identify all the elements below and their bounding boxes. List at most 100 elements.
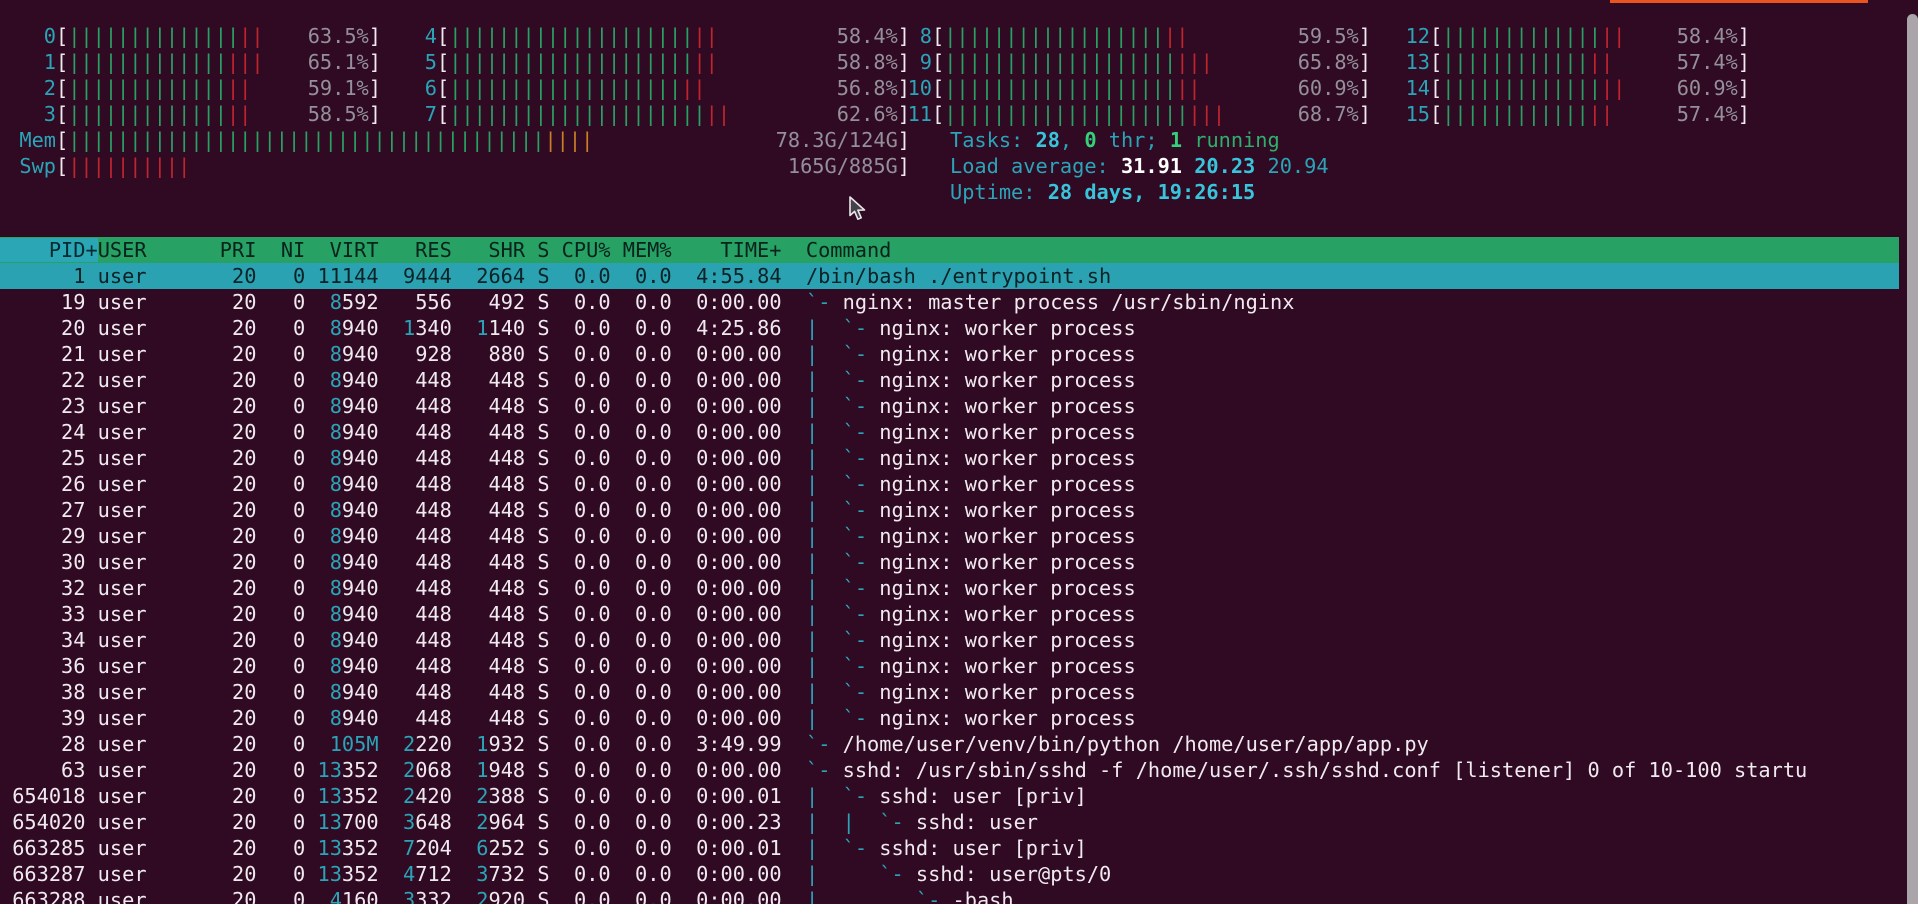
process-row-654020[interactable]: 654020 user 20 0 13700 3648 2964 S 0.0 0…: [0, 810, 1039, 834]
meter-value: 62.6%: [836, 102, 898, 126]
meter-label: 14: [1405, 76, 1430, 100]
cpu-meter-7: 7[||||||||||||||||||||||| 62.6%]: [397, 101, 910, 127]
meter-label: 5: [424, 50, 437, 74]
scrollbar[interactable]: [1907, 14, 1918, 904]
process-row-25[interactable]: 25 user 20 0 8940 448 448 S 0.0 0.0 0:00…: [0, 446, 1136, 470]
cpu-meter-4: 4[|||||||||||||||||||||| 58.4%]: [397, 23, 910, 49]
process-row-21[interactable]: 21 user 20 0 8940 928 880 S 0.0 0.0 0:00…: [0, 342, 1136, 366]
process-table-header[interactable]: PID+USER PRI NI VIRT RES SHR S CPU% MEM%…: [0, 237, 1899, 263]
cpu-meter-10: 10[||||||||||||||||||||| 60.9%]: [892, 75, 1371, 101]
meter-bar: ||||||||||: [68, 154, 191, 178]
meter-value: 58.4%: [1676, 24, 1738, 48]
meter-bar: |||||||||||||||: [68, 76, 252, 100]
meter-label: 15: [1405, 102, 1430, 126]
process-row-1[interactable]: 1 user 20 0 11144 9444 2664 S 0.0 0.0 4:…: [0, 263, 1899, 289]
meter-label: 6: [424, 76, 437, 100]
meter-bar: ||||||||||||||||||||||||||||||||||||||||…: [68, 128, 594, 152]
meter-bar: |||||||||||||||: [68, 102, 252, 126]
meter-label: Swp: [19, 154, 56, 178]
meter-bar: ||||||||||||||||||||||: [944, 50, 1213, 74]
meter-bar: |||||||||||||||||||||: [449, 76, 706, 100]
meter-value: 60.9%: [1676, 76, 1738, 100]
cpu-meter-3: 3[||||||||||||||| 58.5%]: [16, 101, 381, 127]
meter-value: 58.4%: [836, 24, 898, 48]
meter-bar: ||||||||||||||||: [68, 24, 264, 48]
cpu-meter-14: 14[||||||||||||||| 60.9%]: [1390, 75, 1750, 101]
cpu-meter-0: 0[|||||||||||||||| 63.5%]: [16, 23, 381, 49]
cpu-meter-2: 2[||||||||||||||| 59.1%]: [16, 75, 381, 101]
meter-value: 65.8%: [1297, 50, 1359, 74]
process-row-663287[interactable]: 663287 user 20 0 13352 4712 3732 S 0.0 0…: [0, 862, 1112, 886]
meter-bar: |||||||||||||||||||||||: [449, 102, 731, 126]
meter-value: 78.3G/124G: [775, 128, 898, 152]
cpu-meter-1: 1[|||||||||||||||| 65.1%]: [16, 49, 381, 75]
process-row-30[interactable]: 30 user 20 0 8940 448 448 S 0.0 0.0 0:00…: [0, 550, 1136, 574]
process-row-28[interactable]: 28 user 20 0 105M 2220 1932 S 0.0 0.0 3:…: [0, 732, 1429, 756]
meter-value: 165G/885G: [787, 154, 898, 178]
meter-bar: ||||||||||||||||||||: [944, 24, 1189, 48]
window-top-accent-strip: [1610, 0, 1868, 3]
process-row-20[interactable]: 20 user 20 0 8940 1340 1140 S 0.0 0.0 4:…: [0, 316, 1136, 340]
memory-meter: Mem[||||||||||||||||||||||||||||||||||||…: [16, 127, 910, 153]
load-average: Load average: 31.91 20.23 20.94: [950, 154, 1329, 178]
process-row-32[interactable]: 32 user 20 0 8940 448 448 S 0.0 0.0 0:00…: [0, 576, 1136, 600]
cpu-meter-8: 8[|||||||||||||||||||| 59.5%]: [892, 23, 1371, 49]
cpu-meter-15: 15[|||||||||||||| 57.4%]: [1390, 101, 1750, 127]
process-row-38[interactable]: 38 user 20 0 8940 448 448 S 0.0 0.0 0:00…: [0, 680, 1136, 704]
meter-label: 11: [907, 102, 932, 126]
process-row-26[interactable]: 26 user 20 0 8940 448 448 S 0.0 0.0 0:00…: [0, 472, 1136, 496]
meter-label: 8: [919, 24, 932, 48]
process-row-27[interactable]: 27 user 20 0 8940 448 448 S 0.0 0.0 0:00…: [0, 498, 1136, 522]
process-row-29[interactable]: 29 user 20 0 8940 448 448 S 0.0 0.0 0:00…: [0, 524, 1136, 548]
process-row-63[interactable]: 63 user 20 0 13352 2068 1948 S 0.0 0.0 0…: [0, 758, 1808, 782]
meter-label: Mem: [19, 128, 56, 152]
process-row-663285[interactable]: 663285 user 20 0 13352 7204 6252 S 0.0 0…: [0, 836, 1087, 860]
cpu-meter-12: 12[||||||||||||||| 58.4%]: [1390, 23, 1750, 49]
process-row-24[interactable]: 24 user 20 0 8940 448 448 S 0.0 0.0 0:00…: [0, 420, 1136, 444]
cpu-meter-9: 9[|||||||||||||||||||||| 65.8%]: [892, 49, 1371, 75]
mouse-cursor: [849, 196, 866, 220]
meter-label: 10: [907, 76, 932, 100]
process-row-36[interactable]: 36 user 20 0 8940 448 448 S 0.0 0.0 0:00…: [0, 654, 1136, 678]
process-row-34[interactable]: 34 user 20 0 8940 448 448 S 0.0 0.0 0:00…: [0, 628, 1136, 652]
meter-label: 0: [43, 24, 56, 48]
uptime: Uptime: 28 days, 19:26:15: [950, 180, 1256, 204]
process-row-22[interactable]: 22 user 20 0 8940 448 448 S 0.0 0.0 0:00…: [0, 368, 1136, 392]
swap-meter: Swp[|||||||||| 165G/885G]: [16, 153, 910, 179]
meter-bar: ||||||||||||||||: [68, 50, 264, 74]
process-row-23[interactable]: 23 user 20 0 8940 448 448 S 0.0 0.0 0:00…: [0, 394, 1136, 418]
process-row-654018[interactable]: 654018 user 20 0 13352 2420 2388 S 0.0 0…: [0, 784, 1087, 808]
column-header-pid-sorted[interactable]: PID+: [0, 238, 98, 262]
meter-value: 59.1%: [307, 76, 369, 100]
meter-value: 65.1%: [307, 50, 369, 74]
process-row-39[interactable]: 39 user 20 0 8940 448 448 S 0.0 0.0 0:00…: [0, 706, 1136, 730]
meter-bar: ||||||||||||||: [1442, 50, 1614, 74]
meter-label: 1: [43, 50, 56, 74]
cpu-meter-5: 5[|||||||||||||||||||||| 58.8%]: [397, 49, 910, 75]
meter-bar: |||||||||||||||||||||: [944, 76, 1201, 100]
meter-bar: ||||||||||||||||||||||: [449, 50, 718, 74]
column-headers[interactable]: USER PRI NI VIRT RES SHR S CPU% MEM% TIM…: [97, 238, 1918, 262]
process-row-19[interactable]: 19 user 20 0 8592 556 492 S 0.0 0.0 0:00…: [0, 290, 1295, 314]
meter-label: 7: [424, 102, 437, 126]
meter-label: 12: [1405, 24, 1430, 48]
cpu-meter-6: 6[||||||||||||||||||||| 56.8%]: [397, 75, 910, 101]
meter-value: 57.4%: [1676, 50, 1738, 74]
meter-value: 58.8%: [836, 50, 898, 74]
meter-value: 57.4%: [1676, 102, 1738, 126]
cpu-meter-13: 13[|||||||||||||| 57.4%]: [1390, 49, 1750, 75]
meter-label: 13: [1405, 50, 1430, 74]
meter-label: 9: [919, 50, 932, 74]
meter-value: 68.7%: [1297, 102, 1359, 126]
meter-value: 60.9%: [1297, 76, 1359, 100]
meter-bar: ||||||||||||||||||||||: [449, 24, 718, 48]
meter-value: 56.8%: [836, 76, 898, 100]
meter-label: 2: [43, 76, 56, 100]
process-row-33[interactable]: 33 user 20 0 8940 448 448 S 0.0 0.0 0:00…: [0, 602, 1136, 626]
process-table-rows: 1 user 20 0 11144 9444 2664 S 0.0 0.0 4:…: [0, 263, 1899, 904]
process-row-663288[interactable]: 663288 user 20 0 4160 3332 2920 S 0.0 0.…: [0, 888, 1014, 904]
meter-bar: |||||||||||||||: [1442, 24, 1626, 48]
tasks-summary: Tasks: 28, 0 thr; 1 running: [950, 128, 1280, 152]
meter-bar: ||||||||||||||: [1442, 102, 1614, 126]
